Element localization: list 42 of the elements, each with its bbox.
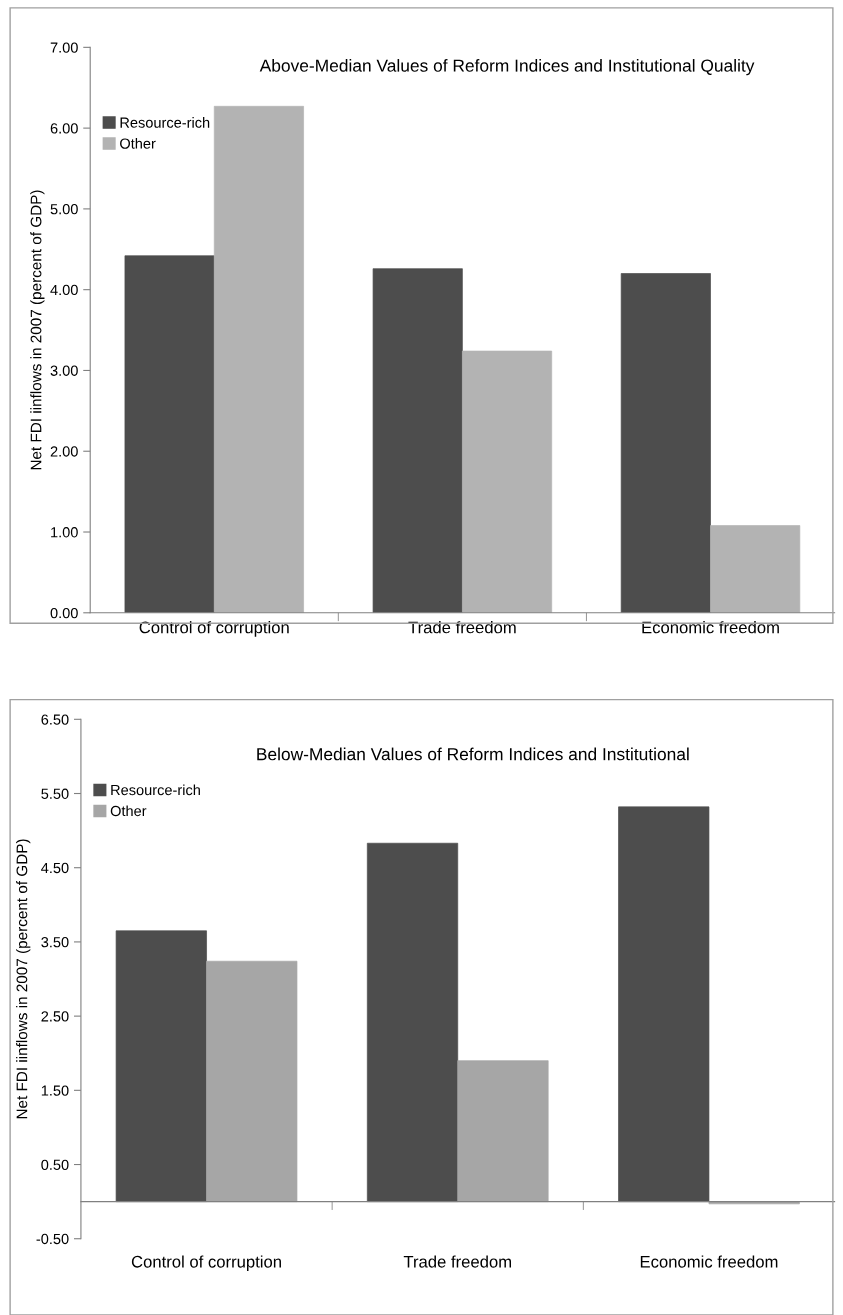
- bar: [213, 105, 304, 613]
- y-tick-label: 5.50: [41, 788, 69, 799]
- bar: [462, 350, 553, 613]
- legend-label: Resource-rich: [120, 117, 210, 128]
- y-axis-title: Net FDI iinflows in 2007 (percent of GDP): [16, 839, 31, 1119]
- y-tick-label: 4.00: [50, 284, 78, 296]
- text: Above-Median Values of Reform Indices and Institutional Quality: [259, 59, 755, 76]
- legend-label: Other: [120, 138, 156, 149]
- y-tick-label: 3.00: [50, 365, 78, 376]
- bar: [124, 255, 215, 613]
- x-tick-label: Control of corruption: [139, 621, 289, 637]
- bar: [206, 960, 298, 1202]
- bar: [708, 1201, 800, 1205]
- y-tick-label: 1.00: [51, 527, 78, 538]
- legend-label: Other: [110, 805, 147, 817]
- bar: [618, 806, 710, 1202]
- y-tick-label: 5.00: [50, 204, 78, 215]
- x-tick-label: Economic freedom: [642, 621, 779, 634]
- y-tick-label: 6.50: [41, 714, 69, 725]
- bar: [710, 525, 801, 613]
- y-tick-label: -0.50: [36, 1233, 69, 1245]
- bar: [366, 842, 459, 1202]
- bar: [457, 1060, 549, 1202]
- y-axis-title: Net FDI iinflows in 2007 (percent of GDP): [30, 190, 45, 470]
- x-tick-label: Control of corruption: [131, 1255, 281, 1271]
- bar: [620, 273, 711, 613]
- y-tick-label: 2.50: [41, 1011, 69, 1022]
- x-tick-label: Trade freedom: [403, 1255, 511, 1268]
- y-tick-label: 0.50: [41, 1159, 69, 1170]
- y-tick-label: 0.00: [50, 607, 78, 619]
- y-tick-label: 3.50: [41, 937, 69, 948]
- bar: [115, 930, 207, 1202]
- x-tick-label: Economic freedom: [640, 1255, 778, 1268]
- y-tick-label: 4.50: [41, 862, 69, 874]
- text: Below-Median Values of Reform Indices and Institutional: [257, 747, 689, 761]
- y-tick-label: 1.50: [41, 1085, 69, 1096]
- y-tick-label: 2.00: [50, 446, 78, 457]
- y-tick-label: 7.00: [50, 42, 78, 53]
- x-tick-label: Trade freedom: [408, 621, 516, 634]
- legend-label: Resource-rich: [111, 784, 200, 796]
- bar: [372, 268, 463, 613]
- y-tick-label: 6.00: [50, 123, 78, 134]
